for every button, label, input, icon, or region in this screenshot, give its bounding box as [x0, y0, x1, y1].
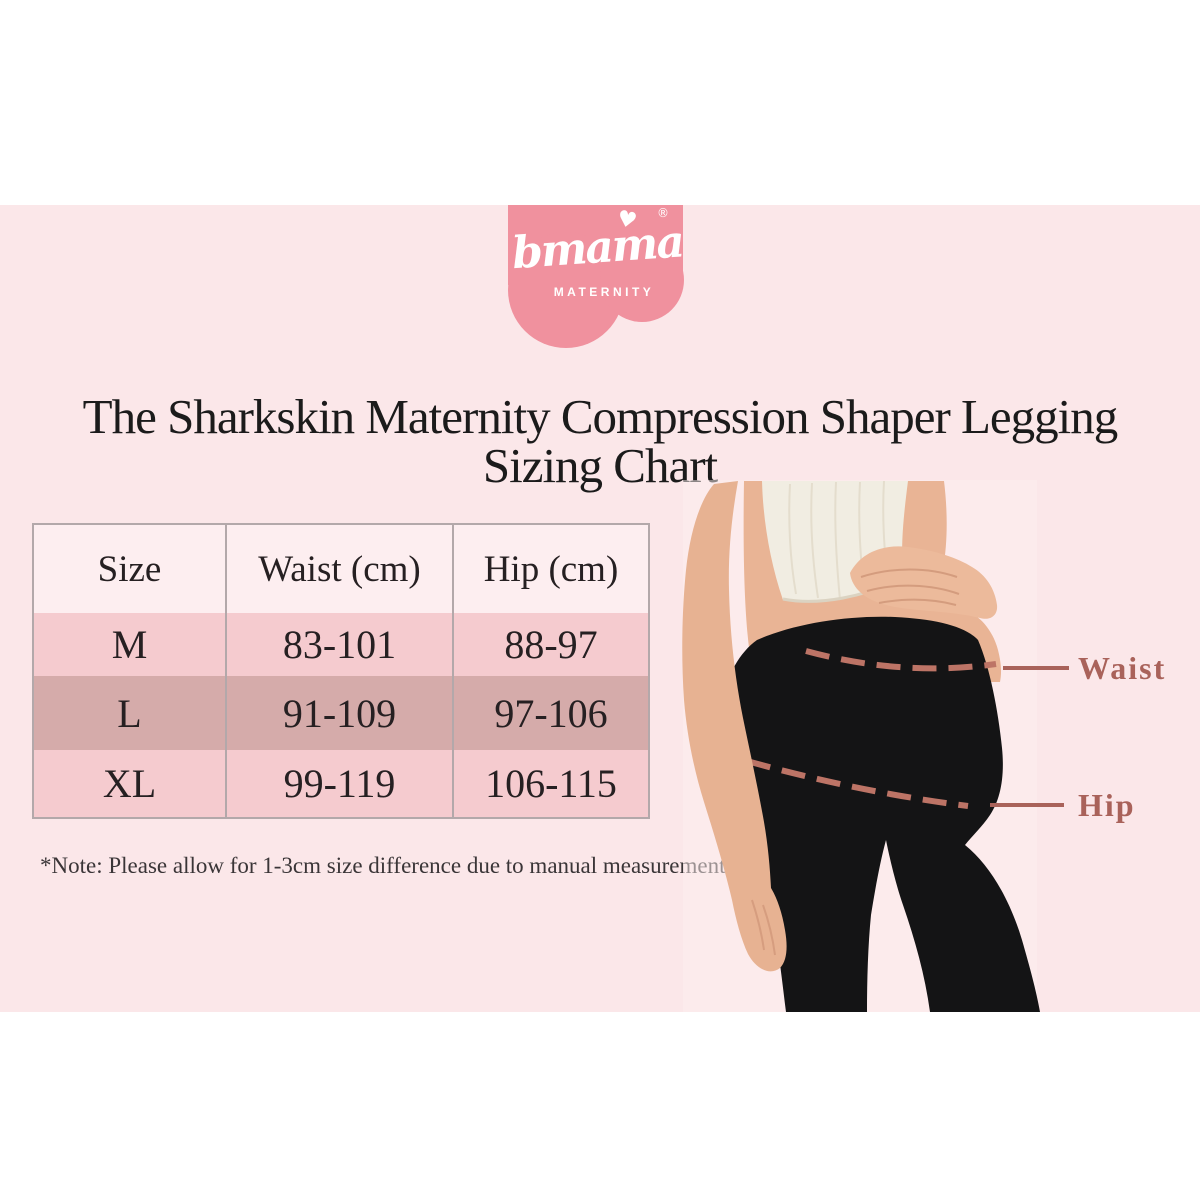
measurement-note: *Note: Please allow for 1-3cm size diffe…: [40, 853, 735, 878]
table-cell-waist-m: 83-101: [227, 613, 454, 676]
model-hand-on-ribs: [850, 546, 998, 619]
sizing-table: Size Waist (cm) Hip (cm) M 83-101 88-97 …: [32, 523, 650, 819]
waist-callout-line: [1003, 666, 1069, 670]
model-arm: [682, 481, 787, 972]
table-cell-waist-l: 91-109: [227, 676, 454, 750]
table-cell-hip-xl: 106-115: [454, 750, 648, 817]
page-title-line1: The Sharkskin Maternity Compression Shap…: [82, 389, 1119, 444]
col-header-size: Size: [34, 525, 227, 613]
hip-label: Hip: [1078, 787, 1136, 823]
hip-dashed-line: [746, 758, 969, 809]
table-cell-size-l: L: [34, 676, 227, 750]
logo-badge-lobe-right: [600, 238, 684, 322]
table-cell-waist-xl: 99-119: [227, 750, 454, 817]
table-cell-size-xl: XL: [34, 750, 227, 817]
table-cell-size-m: M: [34, 613, 227, 676]
col-header-hip: Hip (cm): [454, 525, 648, 613]
waist-label: Waist: [1078, 650, 1167, 686]
table-cell-hip-m: 88-97: [454, 613, 648, 676]
model-photo: [682, 480, 1040, 1012]
registered-mark: ®: [657, 206, 669, 220]
waist-dashed-line: [805, 648, 997, 672]
hand-finger-lines: [751, 899, 776, 956]
logo-brand-text: bmama: [510, 216, 685, 280]
leggings: [723, 616, 1040, 1012]
logo-maternity-text: MATERNITY: [553, 285, 655, 299]
table-cell-hip-l: 97-106: [454, 676, 648, 750]
finger-lines: [860, 568, 960, 606]
col-header-waist: Waist (cm): [227, 525, 454, 613]
page-title: The Sharkskin Maternity Compression Shap…: [0, 392, 1200, 490]
hip-callout-line: [990, 803, 1064, 807]
page-title-line2: Sizing Chart: [482, 438, 718, 493]
